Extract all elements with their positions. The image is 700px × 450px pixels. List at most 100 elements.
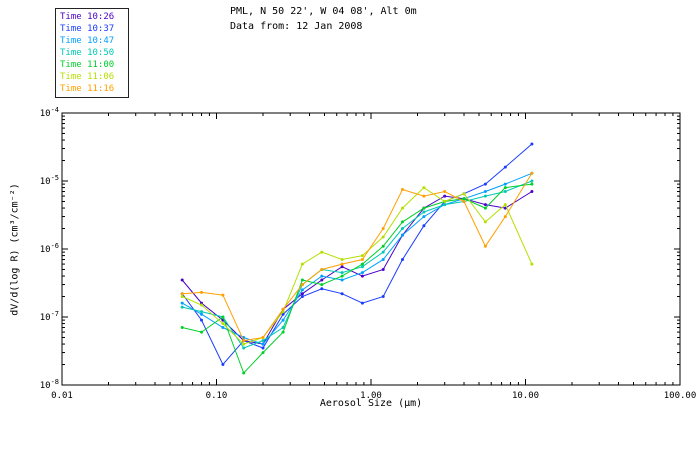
plot-subtitle: Data from: 12 Jan 2008 [230, 21, 363, 32]
data-point-marker [320, 274, 324, 278]
x-tick-label: 1.00 [360, 391, 382, 401]
data-point-marker [281, 307, 285, 311]
data-point-marker [200, 312, 203, 316]
data-point-marker [503, 182, 507, 186]
data-point-marker [360, 265, 364, 269]
data-point-marker [300, 295, 304, 298]
data-point-marker [300, 288, 304, 292]
data-point-marker [401, 220, 404, 224]
data-point-marker [221, 326, 225, 329]
data-point-marker [180, 295, 184, 298]
data-point-marker [320, 287, 324, 291]
data-point-marker [401, 188, 404, 191]
data-point-marker [483, 206, 487, 210]
data-point-marker [422, 224, 426, 228]
data-point-marker [180, 278, 184, 282]
data-point-marker [462, 200, 466, 203]
data-point-marker [340, 274, 344, 278]
series-time-11-00 [180, 182, 534, 375]
data-point-marker [360, 274, 364, 278]
data-point-marker [340, 262, 344, 266]
data-point-marker [261, 342, 265, 346]
data-point-marker [180, 292, 184, 296]
series-line [181, 186, 533, 345]
data-point-marker [340, 278, 344, 282]
data-point-marker [422, 206, 426, 210]
data-point-marker [320, 268, 324, 271]
legend-item-1: Time 10:37 [60, 24, 115, 34]
data-point-marker [483, 182, 487, 186]
data-point-marker [221, 363, 225, 366]
data-point-marker [200, 310, 203, 314]
data-point-marker [180, 305, 184, 309]
data-point-marker [503, 165, 507, 169]
x-tick-label: 100.00 [664, 391, 697, 401]
y-tick-label: 10-6 [40, 242, 59, 255]
y-tick-label: 10-7 [40, 310, 59, 323]
data-point-marker [340, 265, 344, 269]
data-point-marker [242, 339, 246, 343]
data-point-marker [443, 190, 447, 193]
x-tick-label: 0.01 [51, 391, 73, 401]
data-point-marker [401, 258, 404, 261]
legend-item-3: Time 10:50 [60, 48, 115, 58]
data-point-marker [422, 186, 426, 190]
data-point-marker [530, 182, 534, 186]
data-point-marker [381, 244, 385, 248]
data-point-marker [530, 262, 534, 266]
y-tick-label: 10-8 [40, 378, 59, 391]
data-point-marker [281, 312, 285, 316]
data-point-marker [443, 200, 447, 203]
y-tick-label: 10-4 [40, 106, 59, 119]
series-line [181, 143, 533, 366]
x-tick-label: 0.10 [206, 391, 228, 401]
data-point-marker [281, 330, 285, 334]
data-point-marker [221, 293, 225, 297]
data-point-marker [300, 262, 304, 266]
data-point-marker [180, 326, 184, 329]
series-time-10-50 [180, 179, 534, 350]
data-point-marker [200, 318, 203, 322]
data-point-marker [221, 322, 225, 326]
data-point-marker [320, 250, 324, 254]
data-point-marker [483, 190, 487, 193]
data-point-marker [530, 142, 534, 146]
legend-item-2: Time 10:47 [60, 36, 115, 46]
legend-box: Time 10:26 Time 10:37 Time 10:47 Time 10:50… [55, 8, 129, 98]
data-point-marker [261, 339, 265, 343]
plot-frame [61, 112, 681, 386]
x-axis-label: Aerosol Size (μm) [319, 398, 423, 409]
series-line [181, 191, 533, 345]
data-point-marker [530, 179, 534, 183]
data-point-marker [340, 258, 344, 261]
data-point-marker [300, 292, 304, 296]
data-point-marker [503, 203, 507, 207]
data-point-marker [281, 326, 285, 329]
data-point-marker [340, 292, 344, 296]
data-point-marker [443, 194, 447, 198]
series-time-11-16 [180, 171, 534, 343]
series-time-11-06 [180, 186, 534, 346]
data-point-marker [242, 342, 246, 346]
data-point-marker [483, 220, 487, 224]
data-point-marker [360, 262, 364, 266]
data-point-marker [320, 278, 324, 282]
data-point-marker [200, 303, 203, 307]
series-line [182, 173, 533, 342]
plot-title: PML, N 50 22', W 04 08', Alt 0m [230, 6, 417, 17]
x-tick-label: 10.00 [512, 391, 539, 401]
data-point-marker [381, 258, 385, 261]
data-point-marker [503, 186, 507, 190]
data-point-marker [242, 346, 246, 350]
data-point-marker [462, 192, 466, 196]
data-point-marker [483, 244, 487, 248]
data-point-marker [340, 271, 344, 275]
data-point-marker [221, 315, 225, 319]
data-point-marker [401, 233, 404, 237]
data-point-marker [401, 206, 404, 210]
data-point-marker [381, 268, 385, 271]
data-point-marker [261, 346, 265, 350]
data-point-marker [483, 203, 487, 207]
data-point-marker [360, 271, 364, 275]
